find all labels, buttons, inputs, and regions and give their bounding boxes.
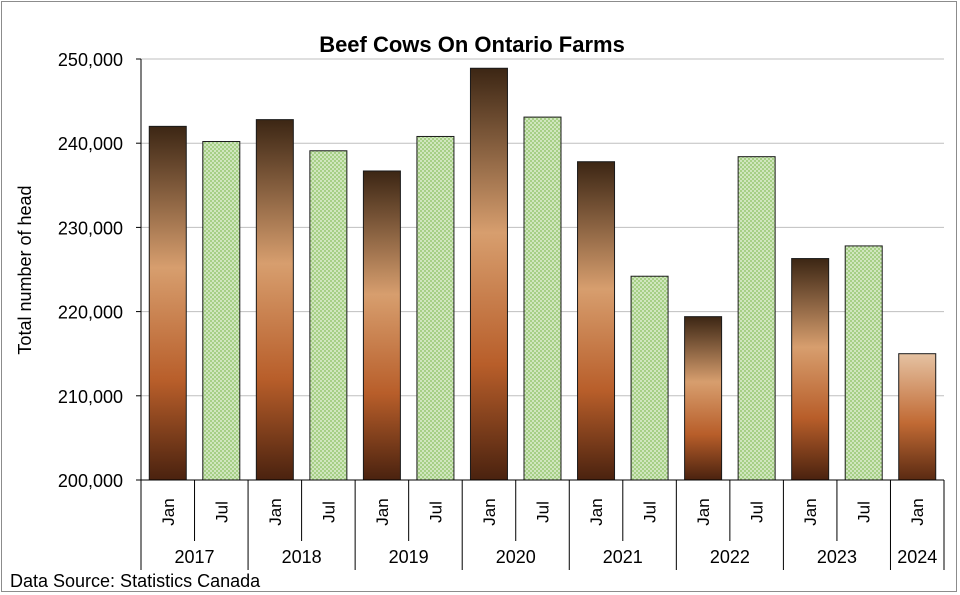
x-category-label: Jan xyxy=(373,498,392,525)
y-tick-label: 230,000 xyxy=(58,218,123,238)
x-category-label: Jul xyxy=(855,501,874,523)
bar-8 xyxy=(577,161,616,481)
bar-3 xyxy=(309,150,348,481)
bar-13 xyxy=(844,245,883,481)
x-group-label: 2017 xyxy=(175,547,215,567)
x-category-label: Jul xyxy=(319,501,338,523)
x-group-label: 2021 xyxy=(603,547,643,567)
x-category-label: Jan xyxy=(587,498,606,525)
x-category-label: Jan xyxy=(694,498,713,525)
x-group-label: 2024 xyxy=(897,547,937,567)
bar-1 xyxy=(202,141,241,481)
x-group-label: 2022 xyxy=(710,547,750,567)
bar-6 xyxy=(469,67,508,481)
x-category-label: Jul xyxy=(426,501,445,523)
x-category-label: Jan xyxy=(801,498,820,525)
chart-title: Beef Cows On Ontario Farms xyxy=(319,32,625,57)
bar-5 xyxy=(416,135,455,481)
bar-4 xyxy=(362,170,401,481)
x-category-label: Jul xyxy=(534,501,553,523)
axes xyxy=(136,58,945,570)
y-tick-label: 240,000 xyxy=(58,134,123,154)
x-category-label: Jan xyxy=(480,498,499,525)
bars xyxy=(148,67,937,481)
bar-10 xyxy=(684,316,723,481)
bar-14 xyxy=(898,353,937,481)
x-category-label: Jan xyxy=(159,498,178,525)
bar-0 xyxy=(148,125,187,481)
x-category-label: Jan xyxy=(908,498,927,525)
x-category-label: Jul xyxy=(641,501,660,523)
y-axis-title: Total number of head xyxy=(15,185,35,354)
y-tick-label: 220,000 xyxy=(58,303,123,323)
x-category-label: Jul xyxy=(748,501,767,523)
x-group-label: 2020 xyxy=(496,547,536,567)
x-category-label: Jan xyxy=(266,498,285,525)
x-group-label: 2023 xyxy=(817,547,857,567)
y-tick-label: 200,000 xyxy=(58,471,123,491)
bar-2 xyxy=(255,119,294,481)
x-group-label: 2018 xyxy=(282,547,322,567)
x-category-label: Jul xyxy=(212,501,231,523)
y-tick-label: 250,000 xyxy=(58,50,123,70)
x-group-label: 2019 xyxy=(389,547,429,567)
bar-12 xyxy=(791,258,830,481)
bar-9 xyxy=(630,275,669,481)
y-tick-label: 210,000 xyxy=(58,387,123,407)
bar-11 xyxy=(737,156,776,481)
data-source-note: Data Source: Statistics Canada xyxy=(10,571,261,591)
axis-labels: 200,000 210,000 220,000 230,000 240,000 250,0… xyxy=(58,50,937,567)
bar-7 xyxy=(523,116,562,481)
